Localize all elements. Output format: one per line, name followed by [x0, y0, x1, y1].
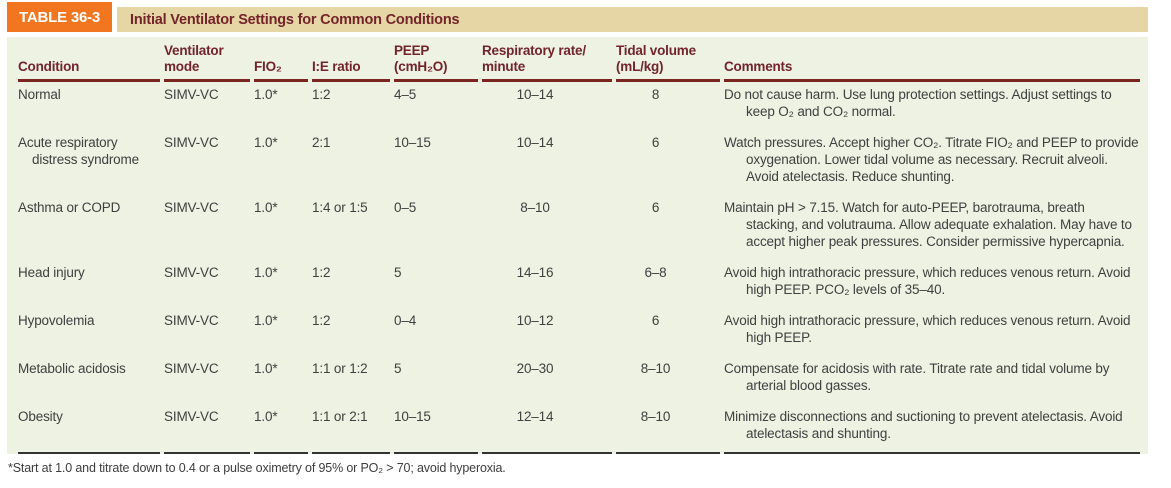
ventilator-mode-cell: SIMV-VC: [164, 135, 219, 150]
ventilator-mode-cell: SIMV-VC: [164, 361, 219, 376]
table-row: Obesity SIMV-VC 1.0* 1:1 or 2:1 10–15 12…: [18, 404, 1140, 454]
condition-cell: Obesity: [18, 404, 160, 454]
condition-cell: Hypovolemia: [18, 313, 95, 328]
table-row: Asthma or COPD SIMV-VC 1.0* 1:4 or 1:5 0…: [18, 195, 1140, 260]
col-header-comments: Comments: [724, 39, 1140, 82]
respiratory-rate-cell: 20–30: [516, 361, 554, 376]
ie-ratio-cell: 1:1 or 1:2: [312, 361, 368, 376]
table-area: Condition Ventilator mode FIO₂ I:E ratio…: [7, 37, 1148, 454]
ventilator-mode-cell: SIMV-VC: [164, 87, 219, 102]
tidal-volume-cell: 8: [651, 87, 660, 102]
table-header-row: Condition Ventilator mode FIO₂ I:E ratio…: [18, 39, 1140, 82]
tidal-volume-cell: 6–8: [644, 265, 667, 280]
table-row: Hypovolemia SIMV-VC 1.0* 1:2 0–4 10–12 6…: [18, 308, 1140, 356]
table-header: Condition Ventilator mode FIO₂ I:E ratio…: [18, 39, 1140, 82]
col-header-ie-ratio: I:E ratio: [312, 39, 390, 82]
respiratory-rate-cell: 14–16: [516, 265, 554, 280]
fio2-cell: 1.0*: [254, 404, 308, 454]
comments-cell: Avoid high intrathoracic pressure, which…: [724, 265, 1131, 297]
ventilator-mode-cell: SIMV-VC: [164, 404, 250, 454]
peep-cell: 5: [394, 361, 402, 376]
table-row: Acute respiratory distress syndrome SIMV…: [18, 130, 1140, 195]
ie-ratio-cell: 1:2: [312, 87, 331, 102]
peep-cell: 10–15: [394, 404, 478, 454]
comments-cell: Do not cause harm. Use lung protection s…: [724, 87, 1112, 119]
respiratory-rate-cell: 10–12: [516, 313, 554, 328]
condition-cell: Normal: [18, 87, 61, 102]
condition-cell: Asthma or COPD: [18, 200, 121, 215]
table-row: Normal SIMV-VC 1.0* 1:2 4–5 10–14 8 Do n…: [18, 82, 1140, 130]
table-number-label: TABLE 36-3: [7, 2, 113, 32]
respiratory-rate-cell: 10–14: [516, 135, 554, 150]
table-title-bar: Initial Ventilator Settings for Common C…: [117, 7, 1148, 32]
ie-ratio-cell: 1:1 or 2:1: [312, 404, 390, 454]
fio2-cell: 1.0*: [254, 87, 278, 102]
peep-cell: 4–5: [394, 87, 417, 102]
condition-cell: Head injury: [18, 265, 85, 280]
col-header-respiratory-rate: Respiratory rate/ minute: [482, 39, 612, 82]
fio2-cell: 1.0*: [254, 265, 278, 280]
tidal-volume-cell: 6: [651, 200, 660, 215]
table-body: Normal SIMV-VC 1.0* 1:2 4–5 10–14 8 Do n…: [18, 82, 1140, 454]
comments-cell: Avoid high intrathoracic pressure, which…: [724, 313, 1131, 345]
tidal-volume-cell: 6: [651, 135, 660, 150]
table-title-band: TABLE 36-3 Initial Ventilator Settings f…: [7, 2, 1148, 34]
peep-cell: 0–5: [394, 200, 417, 215]
ventilator-mode-cell: SIMV-VC: [164, 313, 219, 328]
tidal-volume-cell: 6: [651, 313, 660, 328]
col-header-fio2: FIO₂: [254, 39, 308, 82]
peep-cell: 0–4: [394, 313, 417, 328]
comments-cell: Compensate for acidosis with rate. Titra…: [724, 361, 1110, 393]
peep-cell: 10–15: [394, 135, 431, 150]
condition-cell: Metabolic acidosis: [18, 361, 126, 376]
ie-ratio-cell: 1:4 or 1:5: [312, 200, 368, 215]
col-header-peep: PEEP (cmH₂O): [394, 39, 478, 82]
respiratory-rate-cell: 12–14: [482, 404, 612, 454]
col-header-condition: Condition: [18, 39, 160, 82]
comments-cell: Maintain pH > 7.15. Watch for auto-PEEP,…: [724, 200, 1132, 249]
table-row: Head injury SIMV-VC 1.0* 1:2 5 14–16 6–8…: [18, 260, 1140, 308]
tidal-volume-cell: 8–10: [640, 361, 671, 376]
fio2-cell: 1.0*: [254, 200, 278, 215]
ventilator-mode-cell: SIMV-VC: [164, 265, 219, 280]
respiratory-rate-cell: 10–14: [516, 87, 554, 102]
ie-ratio-cell: 1:2: [312, 313, 331, 328]
comments-cell: Minimize disconnections and suctioning t…: [724, 404, 1140, 454]
tidal-volume-cell: 8–10: [616, 404, 720, 454]
fio2-cell: 1.0*: [254, 313, 278, 328]
ie-ratio-cell: 1:2: [312, 265, 331, 280]
respiratory-rate-cell: 8–10: [520, 200, 550, 215]
fio2-cell: 1.0*: [254, 361, 278, 376]
fio2-cell: 1.0*: [254, 135, 278, 150]
col-header-tidal-volume: Tidal volume (mL/kg): [616, 39, 720, 82]
comments-cell: Watch pressures. Accept higher CO₂. Titr…: [724, 135, 1139, 184]
ventilator-mode-cell: SIMV-VC: [164, 200, 219, 215]
ventilator-settings-table: Condition Ventilator mode FIO₂ I:E ratio…: [14, 39, 1144, 454]
peep-cell: 5: [394, 265, 402, 280]
table-row: Metabolic acidosis SIMV-VC 1.0* 1:1 or 1…: [18, 356, 1140, 404]
ie-ratio-cell: 2:1: [312, 135, 331, 150]
table-footnote: *Start at 1.0 and titrate down to 0.4 or…: [7, 461, 1148, 475]
condition-cell: Acute respiratory distress syndrome: [18, 135, 139, 167]
ventilator-settings-table-figure: TABLE 36-3 Initial Ventilator Settings f…: [7, 0, 1148, 475]
table-title: Initial Ventilator Settings for Common C…: [130, 11, 460, 28]
col-header-ventilator-mode: Ventilator mode: [164, 39, 250, 82]
